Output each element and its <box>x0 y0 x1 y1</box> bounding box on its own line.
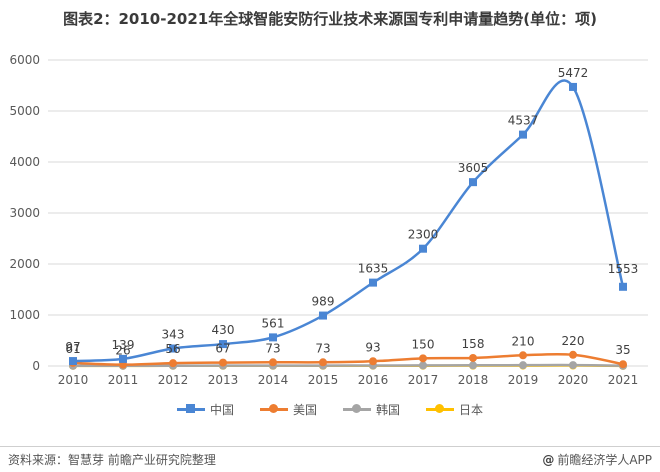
x-tick-label: 2010 <box>58 373 89 387</box>
x-tick-label: 2012 <box>158 373 189 387</box>
x-tick-label: 2013 <box>208 373 239 387</box>
y-tick-label: 6000 <box>9 53 40 67</box>
data-point <box>419 361 427 370</box>
data-point <box>619 282 627 291</box>
data-label: 158 <box>462 337 485 351</box>
data-label: 561 <box>262 316 285 330</box>
footer: 资料来源：智慧芽 前瞻产业研究院整理 @ 前瞻经济学人APP <box>0 446 660 472</box>
x-tick-label: 2014 <box>258 373 289 387</box>
data-label: 1553 <box>608 262 639 276</box>
legend-swatch <box>259 404 288 414</box>
at-icon: @ <box>542 452 555 467</box>
data-label: 210 <box>512 334 535 348</box>
data-label: 73 <box>315 341 330 355</box>
data-point <box>519 130 527 139</box>
data-point <box>419 354 427 363</box>
data-point <box>269 333 277 342</box>
data-point <box>369 278 377 287</box>
data-point <box>519 351 527 360</box>
source-text: 资料来源：智慧芽 前瞻产业研究院整理 <box>8 453 216 467</box>
x-tick-label: 2019 <box>508 373 539 387</box>
legend-label: 日本 <box>459 402 484 417</box>
data-label: 220 <box>562 334 585 348</box>
data-point <box>569 361 577 370</box>
y-tick-label: 2000 <box>9 257 40 271</box>
data-label: 97 <box>65 340 80 354</box>
data-label: 26 <box>115 344 130 358</box>
x-tick-label: 2018 <box>458 373 489 387</box>
data-label: 35 <box>615 343 630 357</box>
legend-swatch <box>343 404 371 414</box>
brand: @ 前瞻经济学人APP <box>542 451 652 468</box>
series-line <box>72 79 625 363</box>
data-point <box>469 353 477 362</box>
data-point <box>369 357 377 366</box>
data-label: 73 <box>265 341 280 355</box>
legend-label: 中国 <box>209 402 234 417</box>
data-point <box>269 358 277 367</box>
data-point <box>469 178 477 187</box>
x-tick-label: 2016 <box>358 373 389 387</box>
x-tick-label: 2020 <box>558 373 589 387</box>
data-label: 989 <box>312 295 335 309</box>
data-point <box>119 354 127 363</box>
brand-text: 前瞻经济学人APP <box>557 453 652 467</box>
data-label: 4537 <box>508 114 539 128</box>
legend-item: 中国 <box>176 401 234 418</box>
series-line <box>72 352 624 366</box>
data-point <box>319 358 327 367</box>
y-tick-label: 3000 <box>9 206 40 220</box>
data-point <box>419 244 427 253</box>
data-label: 139 <box>112 338 135 352</box>
x-tick-label: 2011 <box>108 373 139 387</box>
chart-legend: 中国 美国 韩国 日本 <box>0 399 660 419</box>
chart-area: 0 1000 2000 3000 4000 5000 6000 2010 2011 2012 201… <box>0 40 660 420</box>
chart-title: 图表2：2010-2021年全球智能安防行业技术来源国专利申请量趋势(单位：项) <box>63 10 597 28</box>
x-tick-label: 2015 <box>308 373 339 387</box>
data-label: 2300 <box>408 228 439 242</box>
data-point <box>169 344 177 353</box>
x-tick-label: 2021 <box>608 373 639 387</box>
data-point <box>69 357 77 366</box>
legend-item: 美国 <box>259 401 317 418</box>
legend-swatch <box>426 404 455 414</box>
legend-label: 美国 <box>292 402 317 417</box>
data-label: 67 <box>215 342 230 356</box>
data-point <box>619 360 627 369</box>
data-label: 343 <box>162 328 185 342</box>
data-point <box>319 311 327 320</box>
data-point <box>469 361 477 370</box>
data-label: 150 <box>412 337 435 351</box>
line-chart: 0 1000 2000 3000 4000 5000 6000 2010 2011 2012 201… <box>9 53 648 387</box>
data-point <box>219 358 227 367</box>
legend-item: 韩国 <box>343 401 400 418</box>
data-label: 56 <box>165 342 180 356</box>
data-label: 1635 <box>358 262 389 276</box>
data-label: 5472 <box>558 66 589 80</box>
x-tick-label: 2017 <box>408 373 439 387</box>
data-label: 61 <box>65 342 80 356</box>
data-point <box>569 82 577 91</box>
data-label: 93 <box>365 340 380 354</box>
series-line <box>72 363 624 368</box>
y-tick-label: 1000 <box>9 308 40 322</box>
data-point <box>569 350 577 359</box>
legend-item: 日本 <box>426 401 483 418</box>
data-point <box>519 361 527 370</box>
data-point <box>219 340 227 349</box>
legend-swatch <box>176 404 205 414</box>
data-point <box>169 359 177 368</box>
y-tick-label: 0 <box>32 359 40 373</box>
data-label: 430 <box>212 323 235 337</box>
data-label: 3605 <box>458 161 489 175</box>
y-tick-label: 4000 <box>9 155 40 169</box>
legend-label: 韩国 <box>376 402 401 417</box>
y-tick-label: 5000 <box>9 104 40 118</box>
